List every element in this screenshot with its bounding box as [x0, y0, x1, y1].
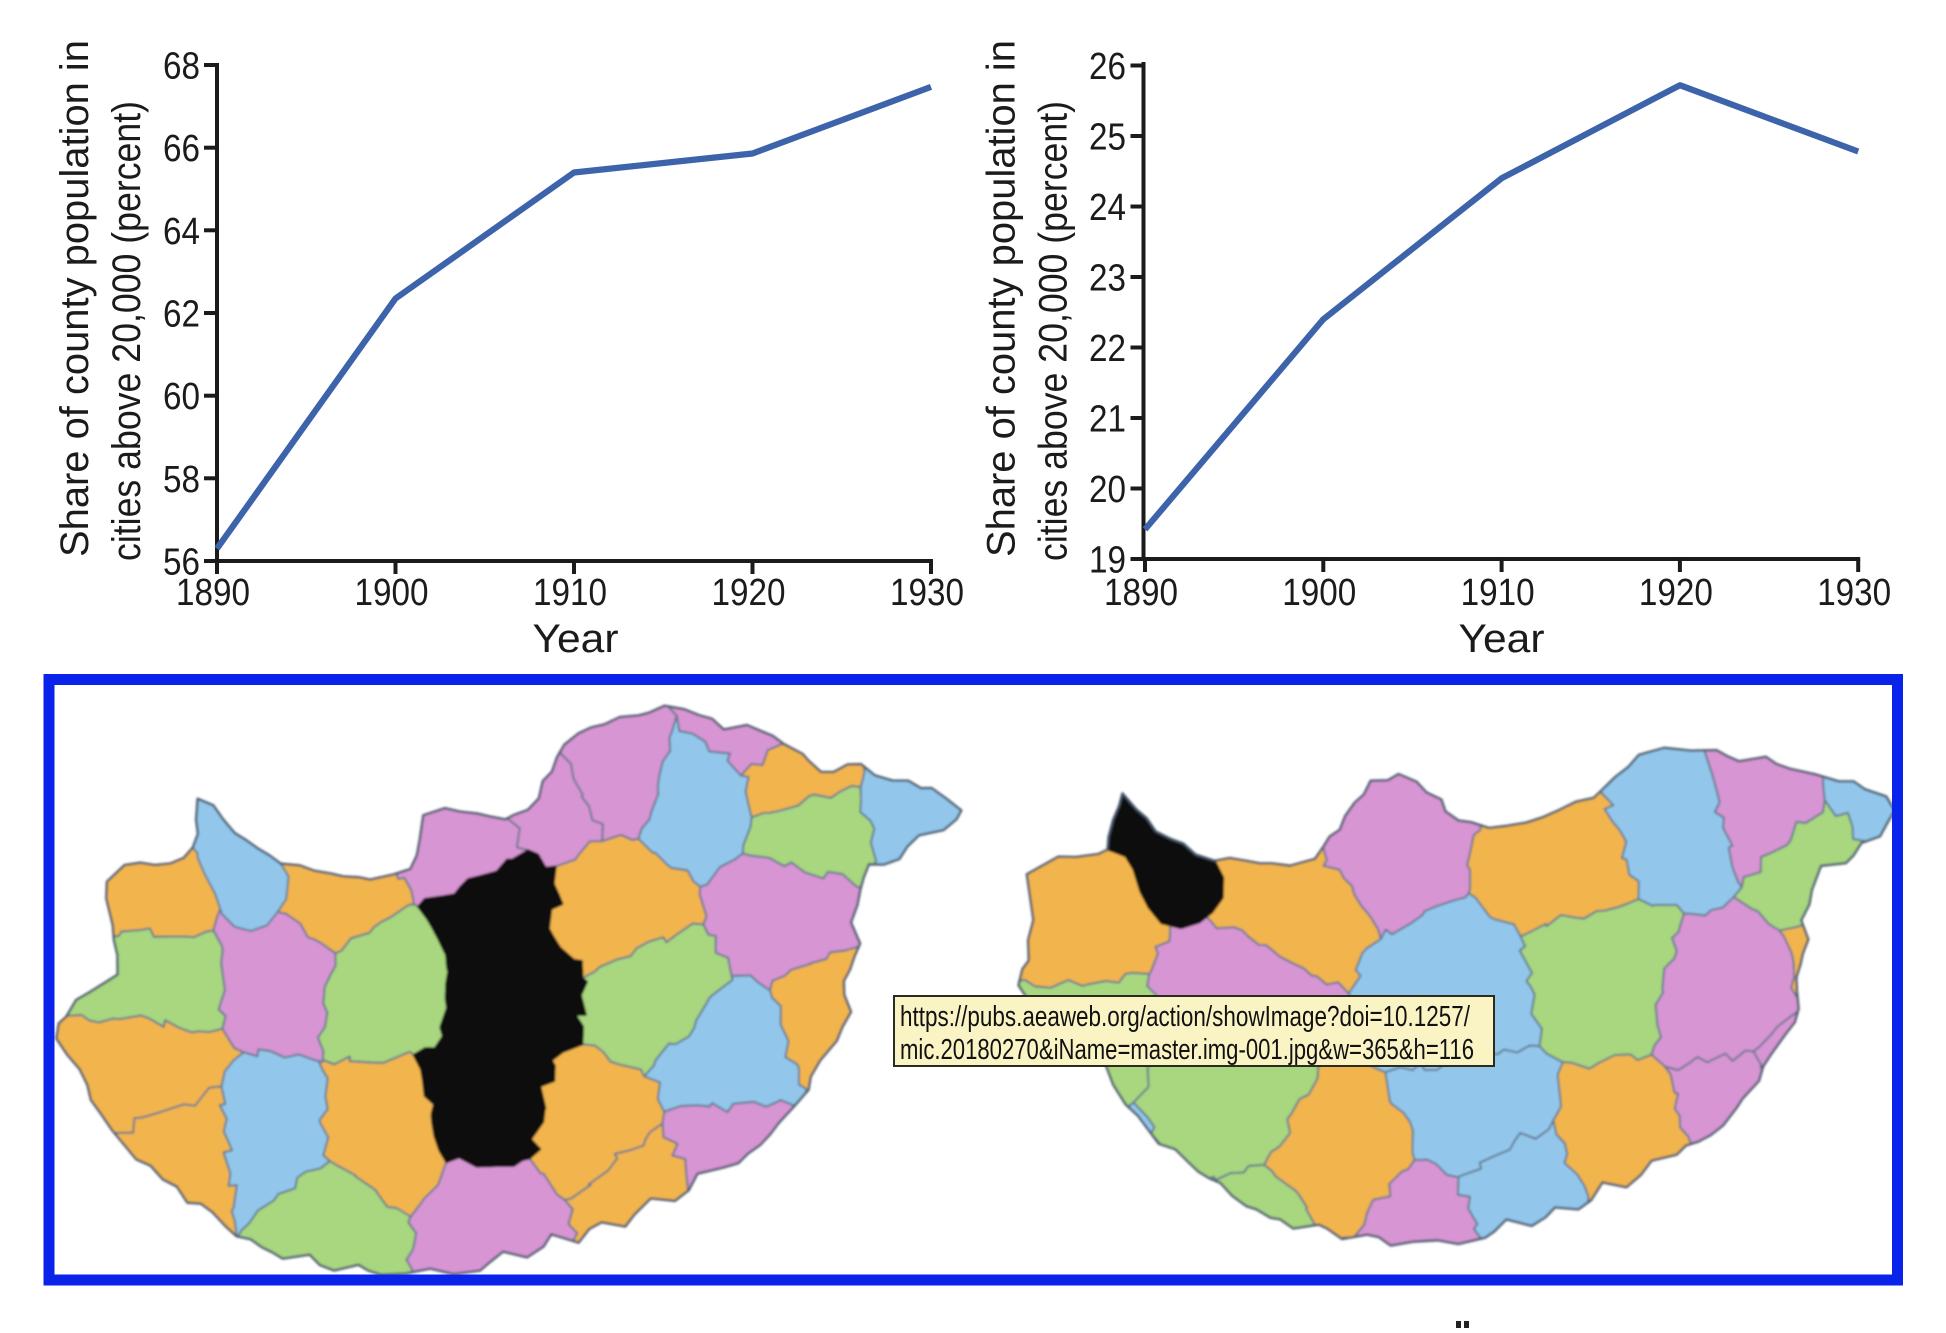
svg-text:21: 21 — [1089, 399, 1126, 441]
svg-text:62: 62 — [163, 294, 200, 336]
svg-text:60: 60 — [163, 376, 200, 418]
svg-text:58: 58 — [163, 459, 200, 501]
svg-text:Year: Year — [533, 617, 619, 661]
svg-text:1890: 1890 — [176, 572, 250, 614]
svg-text:1930: 1930 — [1817, 572, 1891, 614]
svg-text:1930: 1930 — [890, 572, 964, 614]
svg-text:1910: 1910 — [533, 572, 607, 614]
svg-text:1900: 1900 — [355, 572, 429, 614]
svg-text:Share of county population in: Share of county population in — [980, 40, 1024, 557]
svg-text:mic.20180270&iName=master.img-: mic.20180270&iName=master.img-001.jpg&w=… — [900, 1034, 1474, 1066]
svg-text:64: 64 — [163, 211, 200, 253]
svg-text:1900: 1900 — [1282, 572, 1356, 614]
svg-text:Year: Year — [1459, 617, 1545, 661]
svg-text:cities above 20,000 (percent): cities above 20,000 (percent) — [1032, 101, 1076, 561]
svg-text:1890: 1890 — [1104, 572, 1178, 614]
svg-text:25: 25 — [1089, 117, 1126, 159]
svg-text:20: 20 — [1089, 469, 1126, 511]
svg-text:26: 26 — [1089, 46, 1126, 88]
svg-text:19: 19 — [1089, 540, 1126, 582]
svg-text:56: 56 — [163, 542, 200, 584]
svg-text:1920: 1920 — [1639, 572, 1713, 614]
svg-text:23: 23 — [1089, 258, 1126, 300]
svg-text:cities above 20,000 (percent): cities above 20,000 (percent) — [105, 101, 149, 561]
svg-text:22: 22 — [1089, 328, 1126, 370]
svg-text:24: 24 — [1089, 187, 1126, 229]
svg-text:68: 68 — [163, 46, 200, 88]
svg-text:Share of county population in: Share of county population in — [53, 40, 97, 557]
svg-text:1920: 1920 — [712, 572, 786, 614]
svg-text:https://pubs.aeaweb.org/action: https://pubs.aeaweb.org/action/showImage… — [900, 1001, 1471, 1033]
svg-text:1910: 1910 — [1461, 572, 1535, 614]
svg-text:66: 66 — [163, 128, 200, 170]
